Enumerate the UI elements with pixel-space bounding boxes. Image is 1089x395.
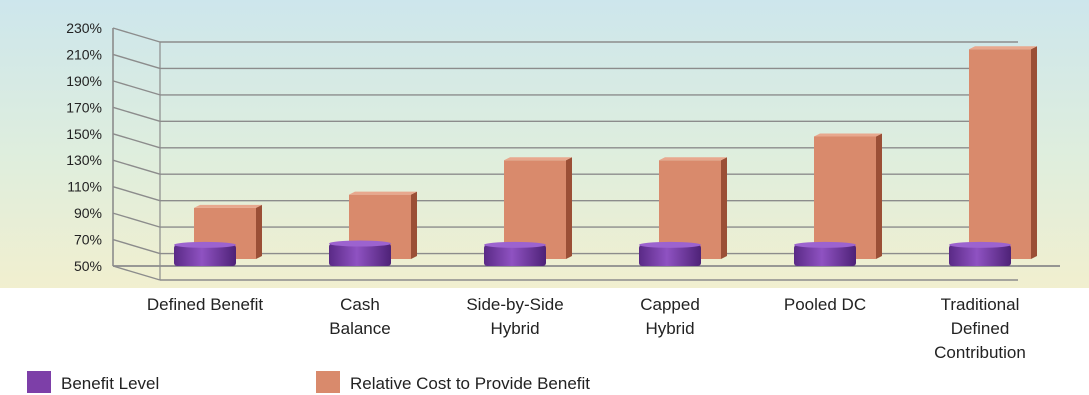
gridline <box>112 80 161 96</box>
category-label: Side-by-Side Hybrid <box>466 295 563 338</box>
y-tick-label: 230% <box>66 20 102 36</box>
legend-swatch <box>316 371 340 393</box>
cost-bar <box>814 133 882 259</box>
y-tick-label: 90% <box>74 205 102 221</box>
cost-bar <box>969 46 1037 259</box>
gridline <box>112 27 161 43</box>
y-tick-label: 70% <box>74 232 102 248</box>
y-tick-label: 150% <box>66 126 102 142</box>
y-tick-label: 130% <box>66 152 102 168</box>
benefit-bar <box>329 240 391 266</box>
gridline <box>112 212 161 228</box>
gridline <box>112 159 161 175</box>
benefit-bar <box>174 241 236 266</box>
benefit-bar <box>484 241 546 266</box>
legend: Benefit Level Relative Cost to Provide Be… <box>27 371 590 393</box>
legend-label: Relative Cost to Provide Benefit <box>350 374 590 393</box>
category-label: Defined Benefit <box>147 295 264 314</box>
category-labels: Defined Benefit Cash Balance Side-by-Side Hy… <box>147 295 1026 362</box>
legend-swatch <box>27 371 51 393</box>
axes <box>112 28 1060 280</box>
gridline <box>112 106 161 123</box>
gridline <box>112 265 161 281</box>
benefit-bar <box>949 241 1011 266</box>
gridline <box>112 133 161 149</box>
category-label: Pooled DC <box>784 295 866 314</box>
legend-label: Benefit Level <box>61 374 159 393</box>
benefit-bar <box>639 241 701 266</box>
bars <box>174 46 1037 266</box>
y-tick-label: 210% <box>66 46 102 62</box>
y-tick-label: 170% <box>66 99 102 115</box>
category-label: Traditional Defined Contribution <box>934 295 1026 362</box>
category-label: Capped Hybrid <box>640 295 700 338</box>
cost-bar <box>659 157 727 259</box>
y-tick-label: 110% <box>67 179 102 195</box>
category-label: Cash Balance <box>329 295 390 338</box>
gridline <box>112 185 161 202</box>
y-tick-labels: 50% 70% 90% 110% 130% 150% 170% 190% 210% 230% <box>66 20 102 274</box>
y-tick-label: 190% <box>66 73 102 89</box>
benefit-bar <box>794 241 856 266</box>
gridline <box>112 53 161 70</box>
y-tick-label: 50% <box>74 258 102 274</box>
gridline <box>112 238 161 255</box>
